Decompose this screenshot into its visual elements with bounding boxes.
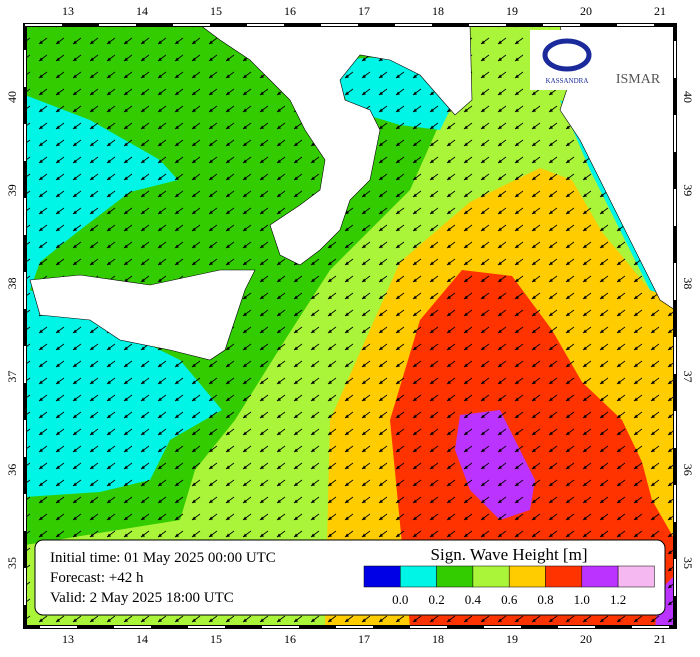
legend-label: 1.2 [610, 592, 626, 607]
wave-field [25, 25, 675, 627]
latitude-label: 37 [681, 371, 695, 383]
longitude-label: 17 [358, 632, 370, 646]
longitude-label: 17 [358, 4, 370, 18]
logo-text: ISMAR [616, 72, 661, 87]
longitude-label: 13 [62, 632, 74, 646]
latitude-label: 37 [5, 371, 19, 383]
land-greece [559, 25, 675, 311]
legend: 0.0 0.2 0.4 0.6 0.8 1.0 1.2 [363, 565, 655, 607]
legend-label: 0.4 [465, 592, 482, 607]
latitude-label: 39 [5, 184, 19, 196]
longitude-label: 21 [654, 632, 666, 646]
logo-text: KASSANDRA [546, 77, 589, 85]
legend-label: 0.8 [537, 592, 553, 607]
valid-time: Valid: 2 May 2025 18:00 UTC [50, 590, 234, 606]
legend-swatch [436, 565, 474, 588]
longitude-label: 20 [580, 4, 592, 18]
legend-label: 0.2 [428, 592, 444, 607]
legend-label: 0.0 [392, 592, 408, 607]
longitude-label: 18 [432, 632, 444, 646]
axes: 13 13 14 14 15 15 16 16 17 17 18 18 19 19 20 20 21 21 35 35… [5, 4, 695, 646]
legend-swatch [545, 565, 583, 588]
latitude-label: 36 [681, 464, 695, 476]
longitude-label: 15 [210, 4, 222, 18]
longitude-label: 14 [136, 632, 148, 646]
longitude-label: 14 [136, 4, 148, 18]
legend-swatch [581, 565, 619, 588]
legend-label: 1.0 [574, 592, 590, 607]
longitude-label: 15 [210, 632, 222, 646]
latitude-label: 38 [681, 277, 695, 289]
frame-ticks [24, 24, 676, 628]
longitude-label: 19 [506, 4, 518, 18]
longitude-label: 19 [506, 632, 518, 646]
logo-box [607, 30, 670, 90]
longitude-label: 20 [580, 632, 592, 646]
land-italy [199, 25, 473, 266]
legend-swatch [472, 565, 510, 588]
legend-swatch [617, 565, 655, 588]
land-sicily [29, 269, 256, 361]
longitude-label: 16 [284, 632, 296, 646]
logo-icon [542, 38, 592, 72]
longitude-label: 13 [62, 4, 74, 18]
legend-swatch [363, 565, 401, 588]
latitude-label: 40 [681, 91, 695, 103]
latitude-label: 38 [5, 277, 19, 289]
latitude-label: 39 [681, 184, 695, 196]
legend-title: Sign. Wave Height [m] [431, 545, 588, 564]
legend-swatch [508, 565, 546, 588]
latitude-label: 36 [5, 464, 19, 476]
logos: KASSANDRA ISMAR [530, 30, 670, 90]
initial-time: Initial time: 01 May 2025 00:00 UTC [50, 550, 276, 566]
latitude-label: 40 [5, 91, 19, 103]
longitude-label: 21 [654, 4, 666, 18]
latitude-label: 35 [5, 557, 19, 569]
info-box [34, 539, 666, 616]
longitude-label: 16 [284, 4, 296, 18]
latitude-label: 35 [681, 557, 695, 569]
forecast: Forecast: +42 h [50, 570, 144, 586]
longitude-label: 18 [432, 4, 444, 18]
legend-swatch [400, 565, 437, 588]
legend-label: 0.6 [501, 592, 518, 607]
